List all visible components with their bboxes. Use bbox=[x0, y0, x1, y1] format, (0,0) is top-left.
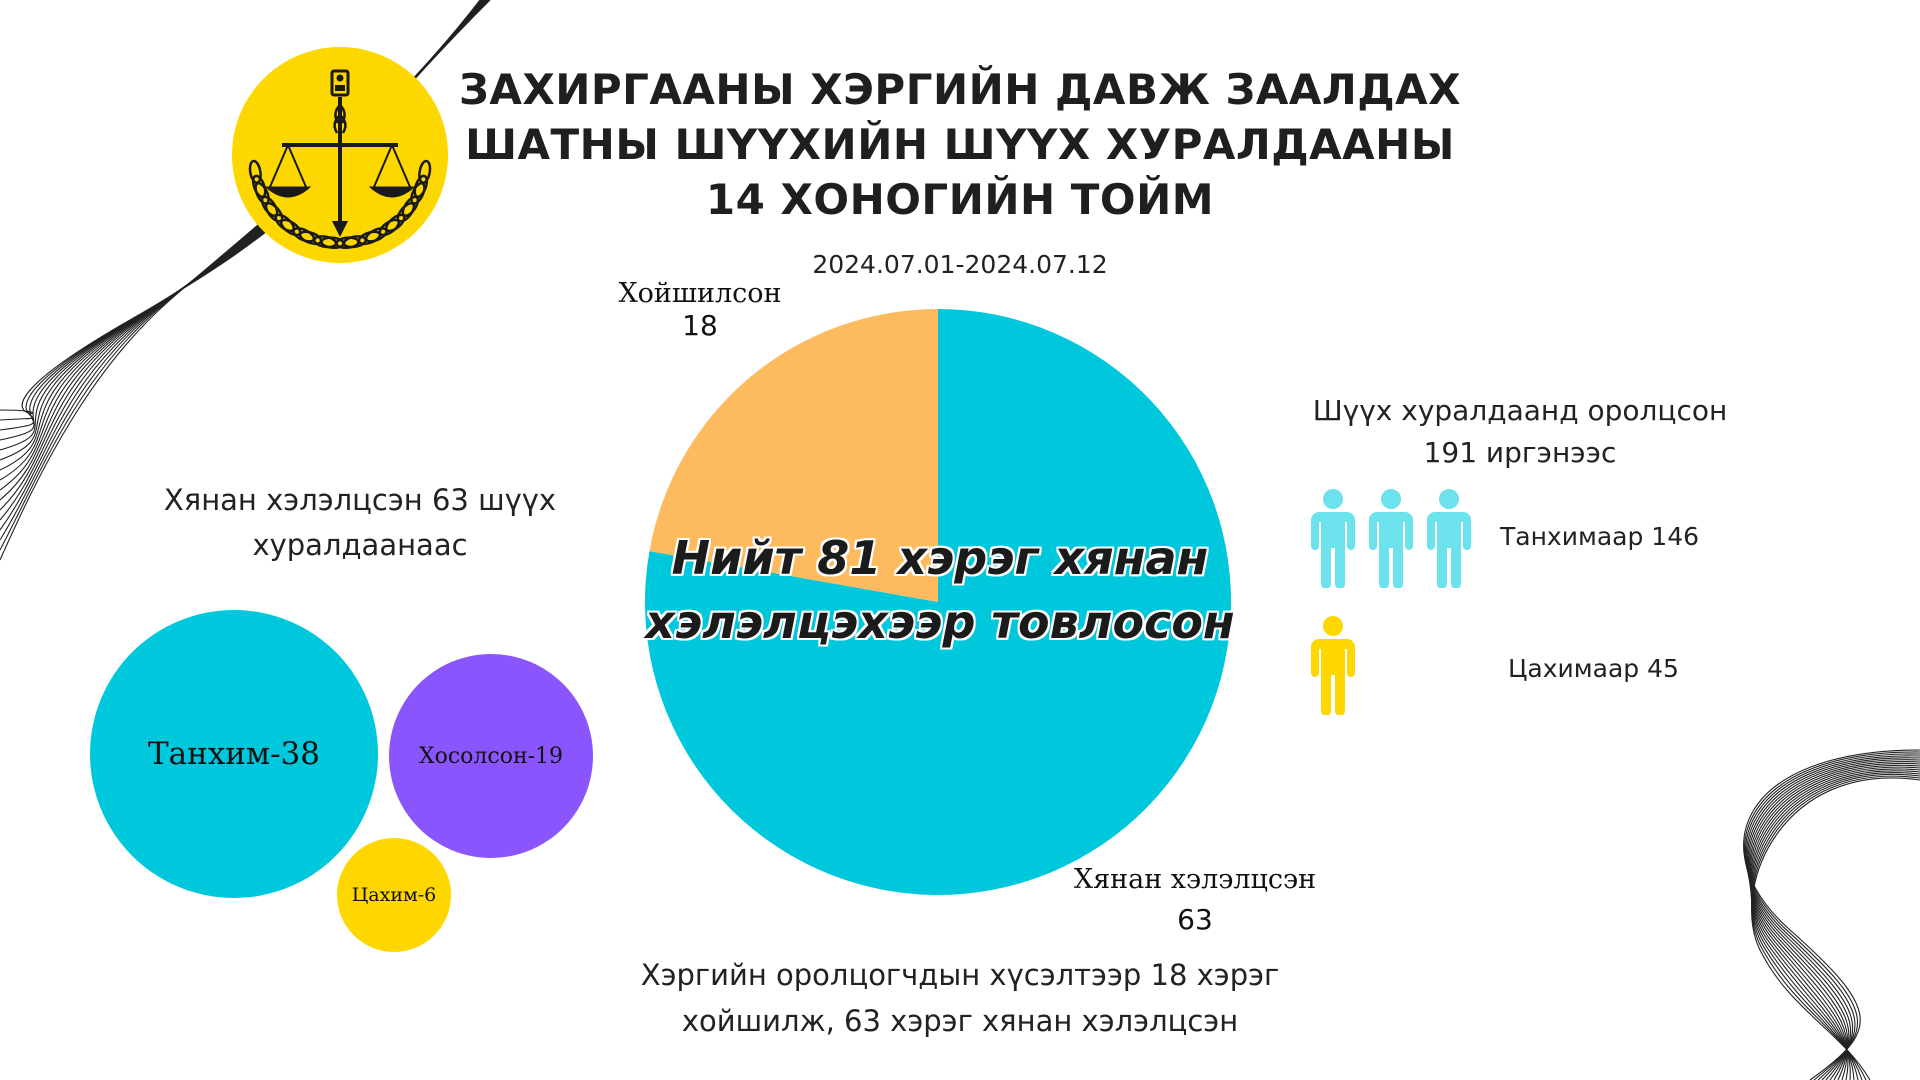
bubble-online-label: Цахим-6 bbox=[351, 884, 437, 906]
page-title: ЗАХИРГААНЫ ХЭРГИЙН ДАВЖ ЗААЛДАХ ШАТНЫ ШҮ… bbox=[440, 62, 1480, 227]
pictograph-row-online bbox=[1305, 615, 1363, 719]
person-icon bbox=[1311, 489, 1355, 589]
date-range: 2024.07.01-2024.07.12 bbox=[812, 250, 1108, 279]
bottom-caption: Хэргийн оролцогчдын хүсэлтээр 18 хэрэг х… bbox=[560, 952, 1360, 1044]
wave-line bbox=[1745, 753, 1920, 1080]
bubble-hybrid-label: Хосолсон-19 bbox=[418, 743, 564, 769]
wave-line bbox=[1744, 751, 1920, 1080]
bottom-caption-line-2: хойшилж, 63 хэрэг хянан хэлэлцсэн bbox=[681, 1004, 1239, 1038]
bubble-hall: Танхим-38 bbox=[90, 610, 378, 898]
pie-value-postponed: 18 bbox=[682, 309, 718, 342]
right-caption-line-2: 191 иргэнээс bbox=[1423, 436, 1617, 469]
wave-line bbox=[1751, 773, 1920, 1080]
bottom-caption-line-1: Хэргийн оролцогчдын хүсэлтээр 18 хэрэг bbox=[640, 958, 1280, 992]
pie-label-reviewed-name: Хянан хэлэлцсэн bbox=[1073, 864, 1317, 895]
wave-line bbox=[1751, 775, 1920, 1080]
title-line-1: ЗАХИРГААНЫ ХЭРГИЙН ДАВЖ ЗААЛДАХ bbox=[458, 65, 1462, 114]
bubble-online: Цахим-6 bbox=[337, 838, 451, 952]
left-caption: Хянан хэлэлцсэн 63 шүүх хуралдаанаас bbox=[120, 478, 600, 568]
wave-line bbox=[1750, 772, 1920, 1080]
bubble-hybrid: Хосолсон-19 bbox=[389, 654, 593, 858]
bubble-hall-label: Танхим-38 bbox=[148, 736, 320, 772]
person-icon bbox=[1311, 616, 1355, 716]
wave-line bbox=[1750, 770, 1920, 1080]
pie-label-postponed: Хойшилсон 18 bbox=[580, 278, 820, 342]
pictograph-label-hall: Танхимаар 146 bbox=[1500, 522, 1700, 551]
person-icon bbox=[1427, 489, 1471, 589]
left-caption-line-2: хуралдаанаас bbox=[252, 528, 468, 562]
wave-line bbox=[1743, 749, 1920, 1080]
wave-line bbox=[1746, 757, 1920, 1080]
pie-center-text: Нийт 81 хэрэг хянан хэлэлцэхээр товлосон bbox=[620, 526, 1260, 654]
pie-label-reviewed: Хянан хэлэлцсэн 63 bbox=[1055, 864, 1335, 936]
pie-slice-postponed bbox=[649, 309, 938, 602]
pictograph-row-hall bbox=[1305, 488, 1479, 592]
court-emblem-scales-icon bbox=[232, 47, 448, 263]
right-caption: Шүүх хуралдаанд оролцсон 191 иргэнээс bbox=[1290, 390, 1750, 474]
title-line-3: 14 ХОНОГИЙН ТОЙМ bbox=[705, 175, 1215, 224]
wave-line bbox=[1751, 777, 1920, 1080]
pie-value-reviewed: 63 bbox=[1177, 903, 1213, 936]
pie-center-line-1: Нийт 81 хэрэг хянан bbox=[671, 531, 1209, 585]
left-caption-line-1: Хянан хэлэлцсэн 63 шүүх bbox=[163, 483, 557, 517]
right-caption-line-1: Шүүх хуралдаанд оролцсон bbox=[1312, 394, 1728, 427]
pie-center-line-2: хэлэлцэхээр товлосон bbox=[645, 595, 1235, 649]
wave-line bbox=[1749, 764, 1920, 1080]
wave-line bbox=[1748, 761, 1920, 1080]
pictograph-label-online: Цахимаар 45 bbox=[1508, 654, 1679, 683]
laurel-leaf bbox=[251, 174, 267, 199]
wave-line bbox=[1749, 766, 1920, 1080]
wave-line bbox=[1747, 759, 1920, 1080]
wave-line bbox=[1745, 755, 1920, 1080]
wave-line bbox=[1750, 768, 1920, 1080]
pie-slice-reviewed bbox=[645, 309, 1232, 895]
title-line-2: ШАТНЫ ШҮҮХИЙН ШҮҮХ ХУРАЛДААНЫ bbox=[465, 120, 1455, 169]
wave-line bbox=[1748, 762, 1920, 1080]
pie-label-postponed-name: Хойшилсон bbox=[618, 278, 782, 309]
decorative-wave-bottom-right bbox=[1743, 749, 1920, 1080]
person-icon bbox=[1369, 489, 1413, 589]
